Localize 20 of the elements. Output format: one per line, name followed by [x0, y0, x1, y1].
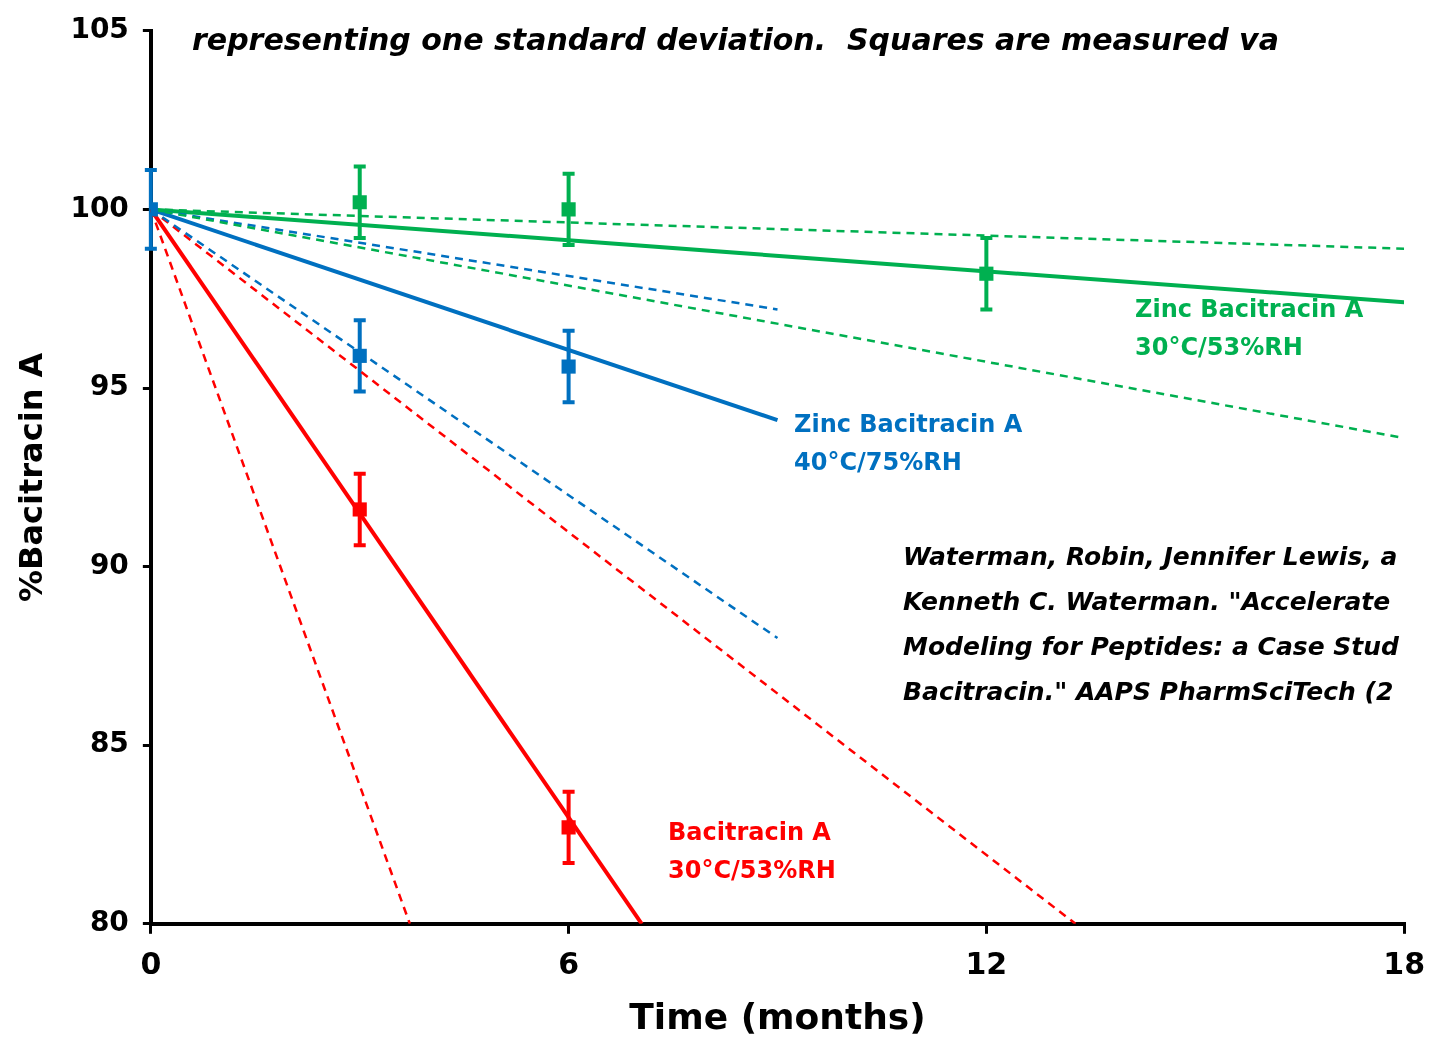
y-tick-label: 100 [70, 190, 129, 224]
annotation: Modeling for Peptides: a Case Stud [903, 631, 1401, 661]
x-axis-title: Time (months) [629, 995, 926, 1037]
y-tick-label: 105 [70, 12, 129, 46]
x-tick-label: 6 [558, 945, 580, 981]
y-tick-label: 80 [89, 905, 129, 939]
chart-title: representing one standard deviation. Squares are measured va [192, 21, 1279, 57]
y-axis-title: %Bacitracin A [11, 352, 50, 602]
text: Zinc Bacitracin A 30°C/53%RH [1135, 295, 1364, 362]
x-tick-label: 0 [140, 945, 162, 981]
text: Zinc Bacitracin A 40°C/75%RH [794, 410, 1023, 477]
annotation: Bacitracin." AAPS PharmSciTech (2 [903, 676, 1394, 706]
x-tick-label: 18 [1383, 945, 1425, 981]
y-tick-label: 90 [89, 547, 129, 581]
text: Bacitracin A 30°C/53%RH [668, 818, 836, 885]
y-tick-label: 95 [89, 369, 129, 403]
y-tick-label: 85 [89, 726, 129, 760]
annotation: Waterman, Robin, Jennifer Lewis, a [903, 541, 1398, 571]
x-tick-label: 12 [965, 945, 1008, 981]
annotation: Kenneth C. Waterman. "Accelerate [903, 586, 1391, 616]
